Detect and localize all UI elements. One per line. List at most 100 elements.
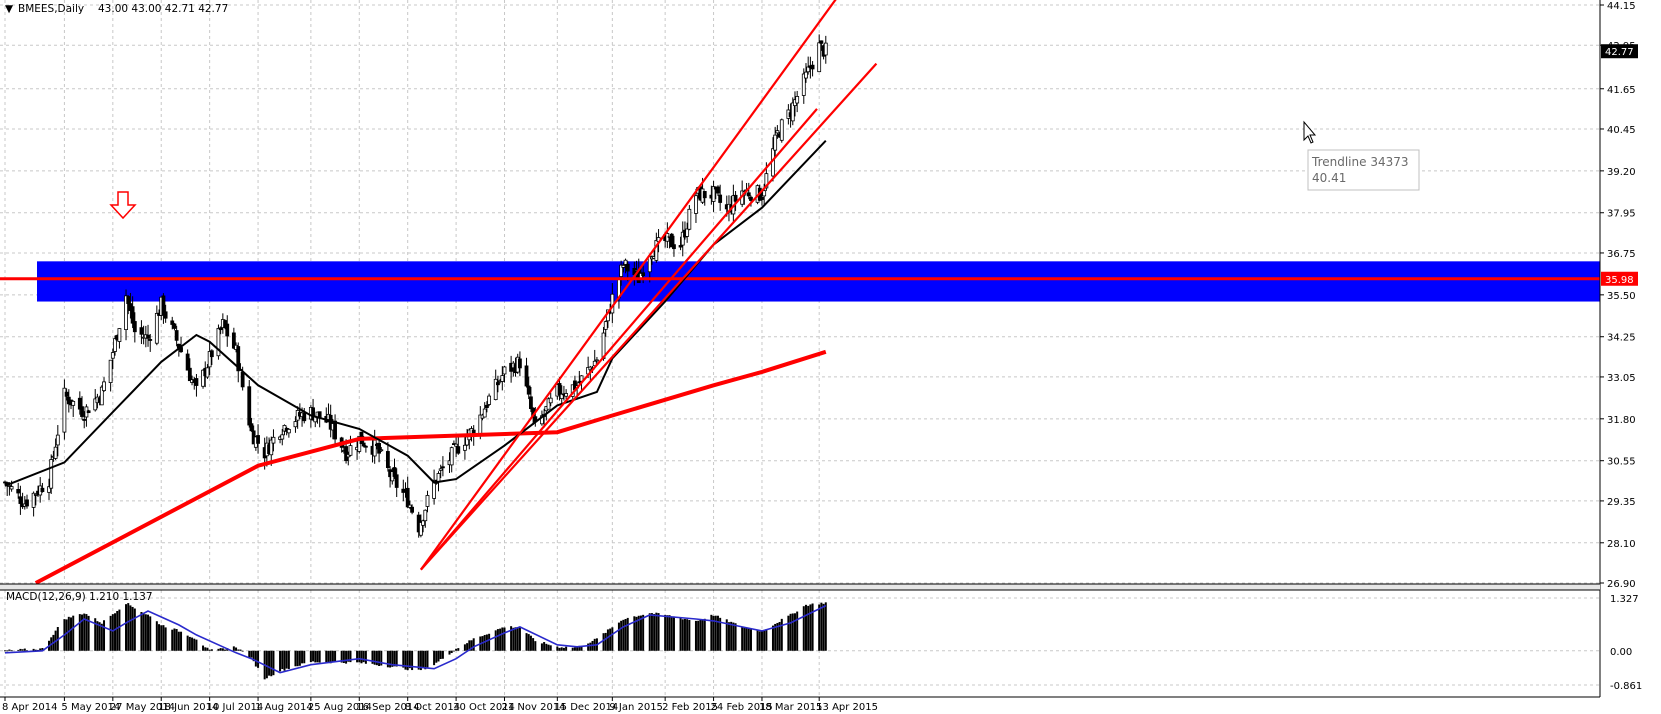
macd-histogram-bar <box>558 647 561 651</box>
macd-histogram-bar <box>98 622 101 651</box>
candle-body <box>9 486 14 490</box>
candle-body <box>64 391 69 397</box>
candle-body <box>718 194 723 203</box>
time-tick-label: 2 Feb 2015 <box>662 702 718 713</box>
macd-histogram-bar <box>512 627 515 651</box>
candle-body <box>280 434 285 440</box>
macd-histogram-bar <box>743 627 746 651</box>
macd-histogram-bar <box>72 615 75 651</box>
macd-histogram-bar <box>710 614 713 651</box>
candle-body <box>201 369 205 387</box>
candle-body <box>432 479 436 499</box>
macd-histogram-bar <box>714 615 717 651</box>
macd-histogram-bar <box>188 636 191 651</box>
macd-histogram-bar <box>466 643 469 651</box>
macd-histogram-bar <box>437 650 440 662</box>
candle-body <box>99 386 104 406</box>
candle-body <box>672 244 676 250</box>
time-tick-label: 9 Jan 2015 <box>609 702 663 713</box>
candle-body <box>394 474 399 488</box>
macd-histogram-bar <box>408 650 411 669</box>
candle-body <box>205 367 210 378</box>
candle-body <box>795 96 800 104</box>
macd-histogram-bar <box>78 614 81 651</box>
macd-histogram-bar <box>745 627 748 651</box>
candle-body <box>55 434 60 446</box>
macd-histogram-bar <box>457 648 460 651</box>
macd-histogram-bar <box>175 629 178 651</box>
candle-body <box>654 240 659 261</box>
tooltip-title: Trendline 34373 <box>1311 155 1409 169</box>
time-tick-label: 21 Nov 2014 <box>502 702 566 713</box>
macd-histogram-bar <box>195 639 198 651</box>
time-tick-label: 27 May 2014 <box>110 702 175 713</box>
macd-histogram-bar <box>171 629 174 651</box>
macd-histogram-bar <box>85 614 88 651</box>
macd-histogram-bar <box>34 649 37 651</box>
macd-histogram-bar <box>609 628 612 651</box>
candle-body <box>170 320 175 325</box>
candle-body <box>749 196 753 201</box>
candle-body <box>518 358 522 369</box>
macd-histogram-bar <box>237 649 240 651</box>
price-tags: 42.77 35.98 <box>1601 44 1638 286</box>
macd-histogram-bar <box>532 638 535 651</box>
macd-histogram-bar <box>455 648 458 651</box>
candle-body <box>817 42 822 73</box>
candle-body <box>7 485 12 487</box>
macd-histogram-bar <box>780 618 783 651</box>
macd-histogram-bar <box>679 617 682 651</box>
macd-histogram-bar <box>668 615 671 651</box>
candle-body <box>529 396 533 410</box>
candle-body <box>456 446 461 454</box>
macd-histogram-bar <box>802 606 805 651</box>
macd-histogram-bar <box>129 605 132 651</box>
candle-body <box>117 328 122 342</box>
macd-histogram-bar <box>545 643 548 651</box>
macd-histogram-bar <box>422 650 425 668</box>
candle-body <box>790 102 795 122</box>
candle-body <box>496 382 500 386</box>
candle-body <box>163 311 168 319</box>
candle-body <box>801 73 806 96</box>
price-tick-label: 26.90 <box>1607 579 1636 590</box>
macd-histogram-bar <box>162 625 165 651</box>
macd-histogram-bar <box>463 644 466 651</box>
macd-histogram-bar <box>657 613 660 651</box>
macd-histogram-bar <box>527 634 530 651</box>
macd-histogram-bar <box>127 603 130 651</box>
price-axis: 44.1542.9541.6540.4539.2037.9536.7535.50… <box>1600 1 1636 590</box>
macd-axis: 1.327 0.00 -0.861 <box>1610 594 1642 692</box>
price-tick-label: 37.95 <box>1607 209 1636 220</box>
macd-histogram-bar <box>81 614 84 651</box>
candle-body <box>148 339 153 341</box>
macd-histogram-bar <box>787 615 790 651</box>
candle-body <box>62 387 67 433</box>
macd-histogram-bar <box>380 650 383 666</box>
macd-histogram-bar <box>468 640 471 651</box>
candle-body <box>500 375 505 382</box>
collapse-icon[interactable]: ▼ <box>5 3 14 15</box>
macd-histogram-bar <box>653 613 656 651</box>
macd-histogram-bar <box>727 622 730 651</box>
macd-histogram-bar <box>217 648 220 651</box>
macd-histogram-bar <box>327 650 330 663</box>
macd-histogram-bar <box>6 650 9 652</box>
chart-frame <box>0 0 1601 698</box>
macd-histogram-bar <box>144 614 147 651</box>
candle-body <box>225 323 230 337</box>
macd-histogram-bar <box>756 629 759 651</box>
macd-histogram-bar <box>250 650 253 658</box>
macd-histogram-bar <box>96 621 99 651</box>
chart-overlays <box>0 0 1600 585</box>
macd-histogram-bar <box>525 633 528 651</box>
macd-histogram-bar <box>257 650 260 668</box>
macd-histogram-bar <box>635 616 638 651</box>
candle-body <box>623 259 628 265</box>
price-tick-label: 30.55 <box>1607 457 1636 468</box>
time-tick-label: 15 Dec 2014 <box>554 702 618 713</box>
macd-histogram-bar <box>118 609 121 651</box>
macd-histogram-bar <box>164 627 167 651</box>
